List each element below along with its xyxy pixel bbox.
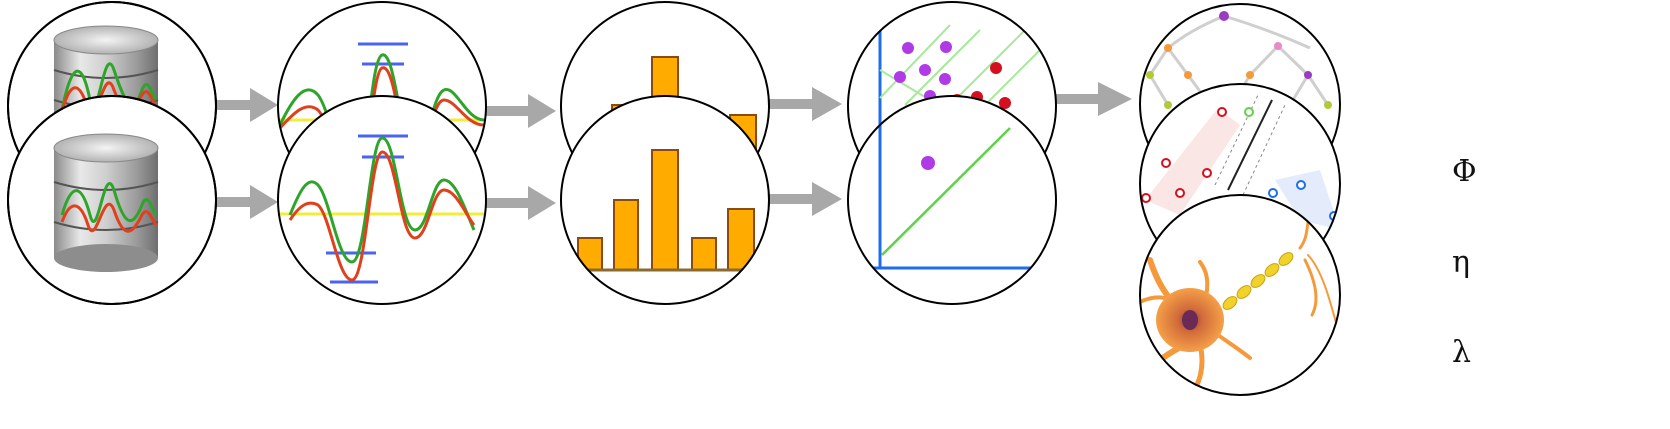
- arrow-histogram-to-classifier-bottom: [768, 182, 842, 216]
- lambda-symbol: λ: [1452, 335, 1472, 370]
- arrow-signal-to-histogram-bottom: [484, 186, 556, 220]
- arrow-db-to-signal-bottom: [213, 185, 278, 219]
- database-icon-bottom: [7, 95, 217, 305]
- phi-symbol: Φ: [1452, 154, 1477, 189]
- histogram-icon-bottom: [560, 95, 770, 305]
- filtered-signal-icon-bottom: [277, 95, 487, 305]
- arrow-classifier-to-models: [1052, 82, 1132, 116]
- classifier-boundary-icon-bottom: [847, 95, 1057, 305]
- arrow-histogram-to-classifier-top: [768, 87, 842, 121]
- neuron-icon: [1139, 194, 1341, 396]
- arrow-db-to-signal-top: [213, 88, 278, 122]
- eta-symbol: η: [1452, 245, 1470, 280]
- arrow-signal-to-histogram-top: [484, 94, 556, 128]
